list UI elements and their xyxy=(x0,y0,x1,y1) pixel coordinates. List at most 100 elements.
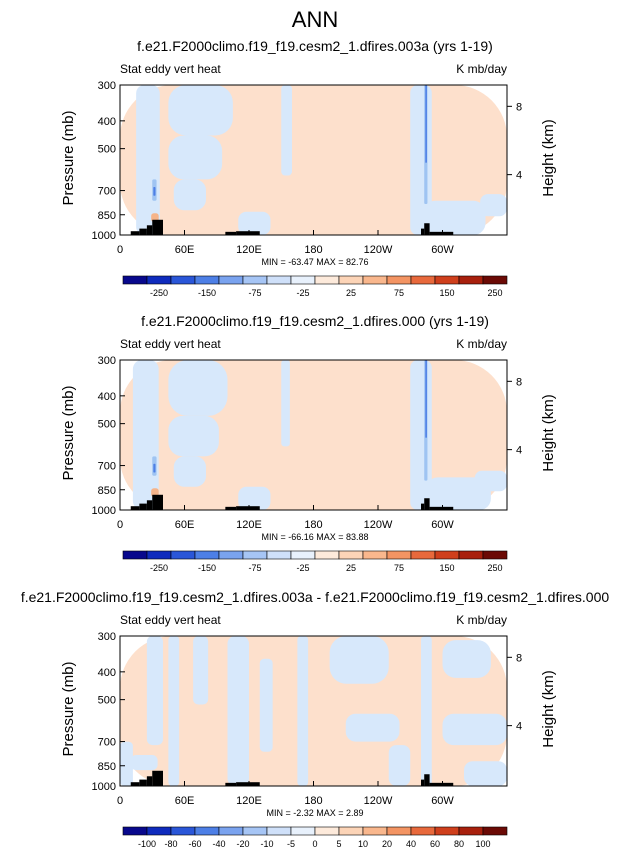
colorbar-swatch xyxy=(218,826,244,836)
colorbar-swatch xyxy=(170,275,196,285)
y-axis-right-title: Height (km) xyxy=(540,119,557,197)
contour-region xyxy=(474,470,507,492)
colorbar-label: 250 xyxy=(487,563,502,573)
contour-region xyxy=(151,488,159,497)
land-block xyxy=(424,223,430,235)
contour-region xyxy=(297,636,309,786)
colorbar-label: -150 xyxy=(198,288,216,298)
colorbar-swatch xyxy=(410,275,436,285)
y-tick-label: 500 xyxy=(98,419,116,431)
contour-region xyxy=(136,85,160,235)
colorbar-swatch xyxy=(386,826,412,836)
x-tick-label: 120E xyxy=(236,519,262,531)
land-block xyxy=(139,779,147,786)
colorbar-label: -10 xyxy=(260,839,273,849)
height-tick-label: 4 xyxy=(516,721,522,733)
colorbar-label: -25 xyxy=(296,563,309,573)
panel-units-label: K mb/day xyxy=(456,337,507,351)
panel-units-label: K mb/day xyxy=(456,613,507,627)
land-block xyxy=(429,782,454,786)
y-tick-label: 700 xyxy=(98,737,116,749)
figure-title: ANN xyxy=(292,7,338,32)
contour-region xyxy=(153,463,156,473)
colorbar-label: 20 xyxy=(382,839,392,849)
x-tick-label: 0 xyxy=(117,795,123,807)
contour-region xyxy=(329,636,389,684)
y-tick-label: 300 xyxy=(98,631,116,643)
panel-left-label: Stat eddy vert heat xyxy=(120,337,221,351)
land-block xyxy=(130,231,140,235)
colorbar-swatch xyxy=(218,275,244,285)
colorbar-swatch xyxy=(482,275,508,285)
height-tick-label: 8 xyxy=(516,101,522,113)
contour-region xyxy=(130,755,158,771)
colorbar-label: -25 xyxy=(296,288,309,298)
contour-region xyxy=(442,713,507,746)
colorbar-label: -250 xyxy=(150,288,168,298)
x-tick-label: 0 xyxy=(117,244,123,256)
colorbar-swatch xyxy=(242,826,268,836)
y-tick-label: 500 xyxy=(98,144,116,156)
colorbar-label: 5 xyxy=(336,839,341,849)
colorbar-swatch xyxy=(410,550,436,560)
y-axis-title: Pressure (mb) xyxy=(60,110,77,205)
colorbar-swatch xyxy=(482,826,508,836)
y-tick-label: 850 xyxy=(98,485,116,497)
colorbar-swatch xyxy=(338,275,364,285)
land-block xyxy=(152,494,163,510)
colorbar-swatch xyxy=(170,550,196,560)
contour-region xyxy=(153,186,156,196)
x-tick-label: 120W xyxy=(364,519,393,531)
contour-region xyxy=(425,85,427,163)
colorbar-swatch xyxy=(146,275,172,285)
colorbar-label: 250 xyxy=(487,288,502,298)
land-block xyxy=(421,779,425,786)
contour-region xyxy=(238,486,271,510)
land-block xyxy=(421,503,425,510)
contour-region xyxy=(173,179,206,211)
colorbar-swatch xyxy=(458,826,484,836)
colorbar-swatch xyxy=(146,550,172,560)
colorbar-label: -100 xyxy=(138,839,156,849)
colorbar-label: 60 xyxy=(430,839,440,849)
land-block xyxy=(236,231,260,235)
colorbar-swatch xyxy=(338,826,364,836)
chart-panel-1: f.e21.F2000climo.f19_f19.cesm2_1.dfires.… xyxy=(60,38,557,298)
x-tick-label: 60W xyxy=(431,244,454,256)
height-tick-label: 8 xyxy=(516,376,522,388)
x-tick-label: 60W xyxy=(431,795,454,807)
land-block xyxy=(146,500,153,510)
colorbar-swatch xyxy=(170,826,196,836)
contour-region xyxy=(120,636,507,786)
contour-region xyxy=(423,200,486,235)
contour-region xyxy=(421,636,432,786)
land-block xyxy=(130,506,140,510)
contour-region xyxy=(173,456,206,487)
panels: f.e21.F2000climo.f19_f19.cesm2_1.dfires.… xyxy=(21,38,610,849)
x-tick-label: 120W xyxy=(364,795,393,807)
colorbar-swatch xyxy=(314,826,340,836)
colorbar-label: 10 xyxy=(358,839,368,849)
panel-title: f.e21.F2000climo.f19_f19.cesm2_1.dfires.… xyxy=(21,589,610,605)
colorbar-swatch xyxy=(290,275,316,285)
min-max-label: MIN = -66.16 MAX = 83.88 xyxy=(261,532,368,542)
colorbar-swatch xyxy=(122,550,148,560)
land-block xyxy=(429,506,454,510)
colorbar-swatch xyxy=(218,550,244,560)
colorbar-swatch xyxy=(194,275,220,285)
land-block xyxy=(225,782,237,786)
x-tick-label: 60W xyxy=(431,519,454,531)
y-tick-label: 400 xyxy=(98,391,116,403)
x-tick-label: 0 xyxy=(117,519,123,531)
colorbar-label: 75 xyxy=(394,288,404,298)
contour-region xyxy=(168,415,219,457)
land-block xyxy=(225,506,237,510)
contour-region xyxy=(168,85,233,136)
colorbar-swatch xyxy=(314,275,340,285)
x-tick-label: 120W xyxy=(364,244,393,256)
y-tick-label: 400 xyxy=(98,667,116,679)
colorbar-label: -80 xyxy=(164,839,177,849)
colorbar-swatch xyxy=(242,275,268,285)
plot-area xyxy=(120,636,507,786)
